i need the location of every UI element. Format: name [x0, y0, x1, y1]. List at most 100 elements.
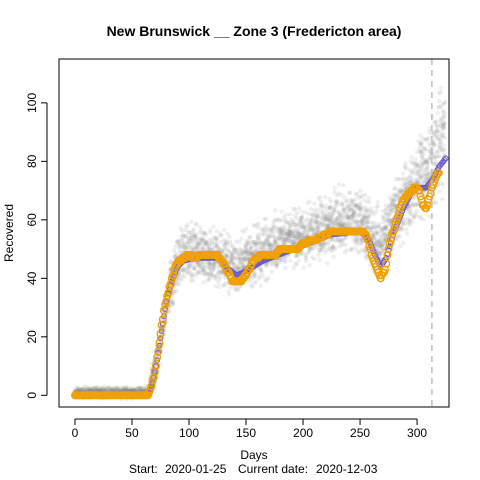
band-point: [332, 208, 336, 212]
start-label: Start:: [129, 462, 158, 476]
x-axis: 0 50 100 150 200 250 300: [72, 419, 428, 440]
band-point: [227, 292, 231, 296]
band-point: [374, 209, 378, 213]
band-point: [292, 266, 296, 270]
band-point: [191, 227, 195, 231]
band-point: [316, 212, 320, 216]
band-point: [227, 235, 231, 239]
band-point: [413, 157, 417, 161]
band-point: [358, 189, 362, 193]
band-point: [350, 247, 354, 251]
band-point: [177, 282, 181, 286]
band-point: [325, 261, 329, 265]
band-point: [376, 200, 380, 204]
band-point: [437, 99, 441, 103]
y-axis-label: Recovered: [2, 204, 16, 262]
band-point: [427, 214, 431, 218]
band-point: [405, 232, 409, 236]
band-point: [367, 200, 371, 204]
band-point: [309, 207, 313, 211]
band-point: [441, 182, 445, 186]
band-point: [348, 191, 352, 195]
band-point: [191, 279, 195, 283]
band-point: [253, 272, 257, 276]
band-point: [283, 225, 287, 229]
band-point: [331, 255, 335, 259]
band-point: [401, 171, 405, 175]
band-point: [259, 284, 263, 288]
x-tick-label: 100: [179, 426, 199, 440]
band-point: [333, 186, 337, 190]
band-point: [439, 90, 443, 94]
y-tick-label: 0: [25, 392, 39, 399]
band-point: [323, 195, 327, 199]
y-tick-label: 40: [25, 271, 39, 285]
start-date: 2020-01-25: [165, 462, 227, 476]
band-point: [403, 161, 407, 165]
band-point: [301, 266, 305, 270]
band-point: [398, 234, 402, 238]
current-date-label: Current date:: [238, 462, 308, 476]
band-point: [401, 241, 405, 245]
band-point: [264, 217, 268, 221]
band-point: [279, 209, 283, 213]
band-point: [443, 111, 447, 115]
band-point: [329, 200, 333, 204]
band-point: [217, 285, 221, 289]
band-point: [312, 201, 316, 205]
band-point: [367, 196, 371, 200]
band-point: [439, 86, 443, 90]
band-point: [442, 126, 446, 130]
x-tick-label: 200: [293, 426, 313, 440]
y-tick-label: 60: [25, 213, 39, 227]
band-point: [442, 122, 446, 126]
band-point: [185, 223, 189, 227]
y-tick-label: 20: [25, 330, 39, 344]
y-axis: 020406080100: [25, 93, 47, 399]
band-point: [202, 280, 206, 284]
band-point: [437, 189, 441, 193]
band-point: [440, 197, 444, 201]
footer: Start: 2020-01-25 Current date: 2020-12-…: [129, 462, 378, 476]
band-point: [398, 244, 402, 248]
band-point: [427, 136, 431, 140]
band-point: [244, 227, 248, 231]
band-point: [248, 236, 252, 240]
band-point: [256, 221, 260, 225]
band-point: [182, 275, 186, 279]
band-point: [284, 212, 288, 216]
band-point: [222, 228, 226, 232]
band-point: [392, 187, 396, 191]
band-point: [266, 276, 270, 280]
band-point: [189, 220, 193, 224]
band-point: [211, 224, 215, 228]
band-point: [333, 246, 337, 250]
band-point: [297, 206, 301, 210]
x-tick-label: 150: [236, 426, 256, 440]
band-point: [434, 200, 438, 204]
band-point: [409, 176, 413, 180]
band-point: [372, 221, 376, 225]
band-point: [422, 217, 426, 221]
band-point: [404, 227, 408, 231]
band-point: [295, 253, 299, 257]
band-point: [204, 233, 208, 237]
band-point: [297, 259, 301, 263]
band-point: [312, 257, 316, 261]
band-point: [270, 270, 274, 274]
band-point: [220, 233, 224, 237]
band-point: [375, 204, 379, 208]
x-tick-label: 0: [72, 426, 79, 440]
band-point: [433, 143, 437, 147]
band-point: [420, 140, 424, 144]
band-point: [208, 231, 212, 235]
band-point: [443, 136, 447, 140]
band-point: [217, 281, 221, 285]
band-point: [174, 288, 178, 292]
band-point: [239, 237, 243, 241]
band-point: [295, 211, 299, 215]
band-point: [433, 160, 437, 164]
band-point: [343, 243, 347, 247]
x-tick-label: 50: [125, 426, 139, 440]
